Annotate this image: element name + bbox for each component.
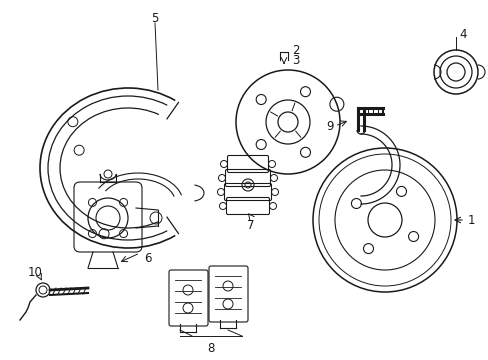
Text: 7: 7 <box>247 219 254 232</box>
Text: 2: 2 <box>291 44 299 57</box>
Text: 8: 8 <box>207 342 214 355</box>
Text: 4: 4 <box>458 27 466 40</box>
Text: 10: 10 <box>27 266 42 279</box>
Text: 9: 9 <box>325 120 333 132</box>
Text: 1: 1 <box>467 213 474 226</box>
Text: 5: 5 <box>151 12 159 24</box>
Text: 6: 6 <box>144 252 151 265</box>
Text: 3: 3 <box>291 54 299 67</box>
